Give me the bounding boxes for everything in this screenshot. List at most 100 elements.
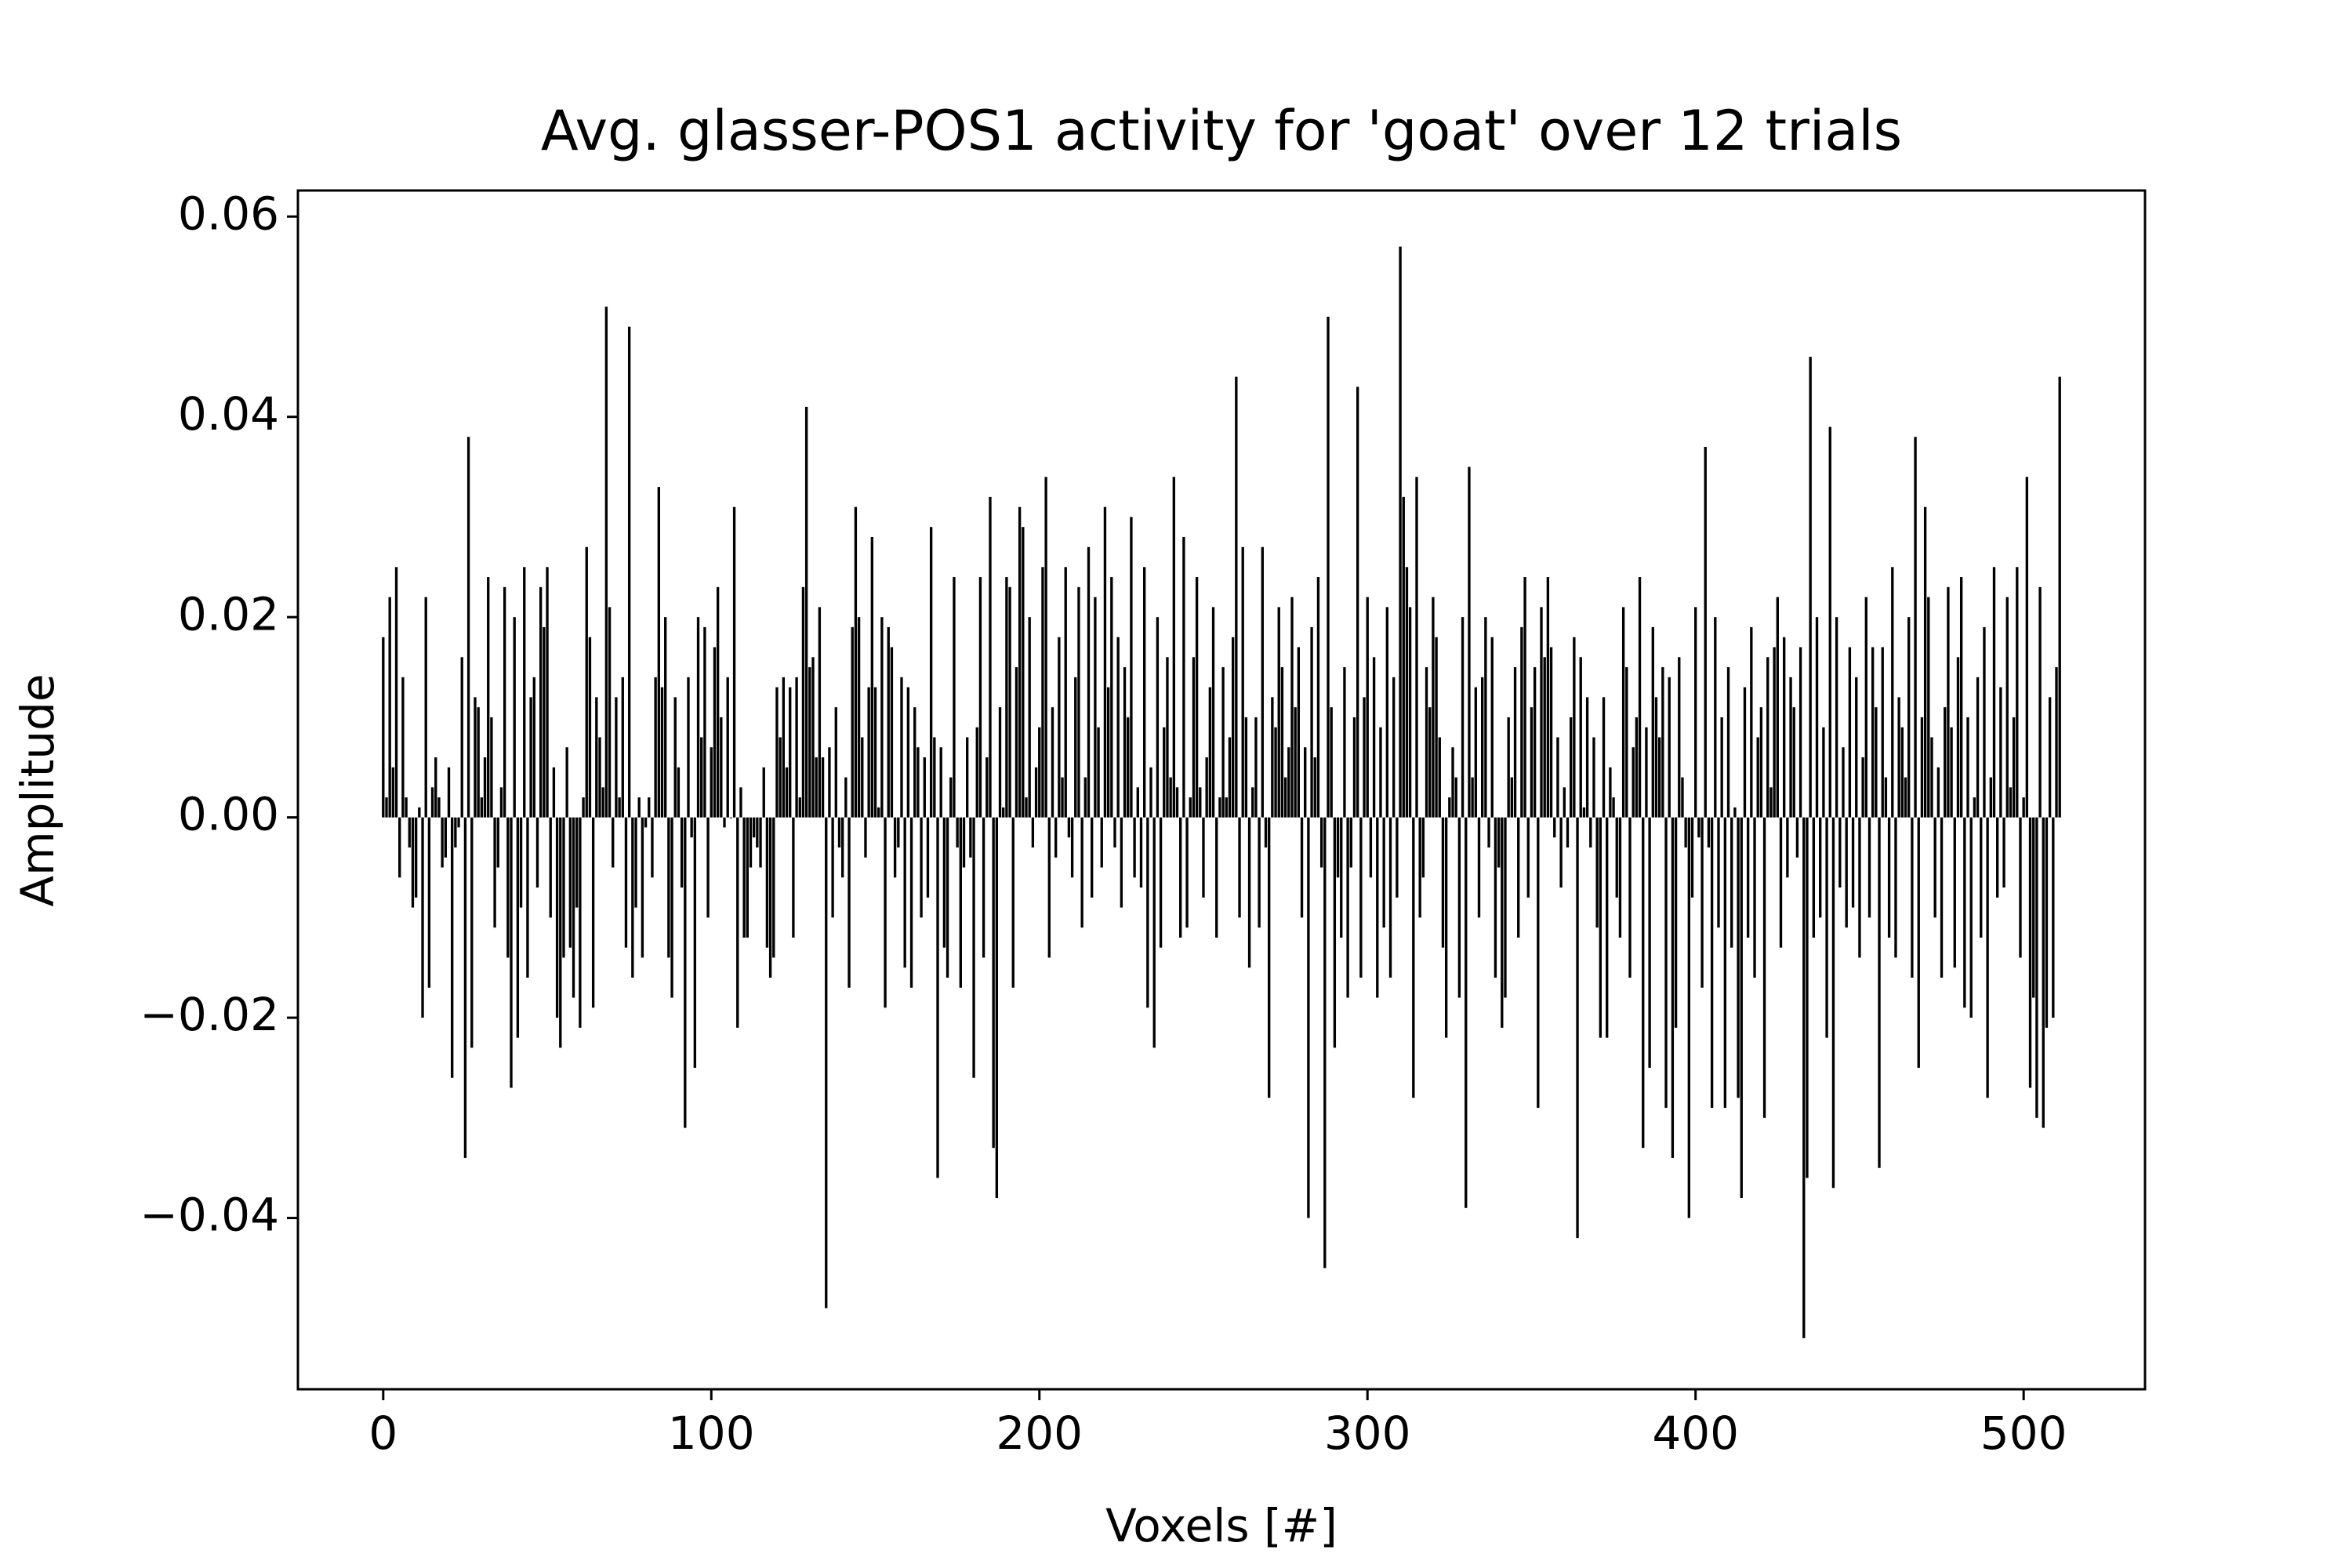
bar <box>1218 797 1221 818</box>
bar <box>1169 777 1172 818</box>
bar <box>1546 577 1550 818</box>
bar <box>811 657 815 818</box>
bar <box>1717 817 1720 928</box>
bar <box>1802 817 1806 1338</box>
bar <box>582 797 585 818</box>
bar <box>1543 657 1546 818</box>
x-axis-label: Voxels [#] <box>1105 1499 1338 1552</box>
bar <box>1123 667 1127 818</box>
bar <box>1858 817 1861 958</box>
bar <box>1730 817 1733 948</box>
bar <box>1798 647 1802 818</box>
bar <box>716 586 720 818</box>
bar <box>1333 817 1337 1048</box>
bar <box>598 737 601 818</box>
bar <box>1776 597 1779 818</box>
bar <box>1563 787 1566 818</box>
x-tick-label: 0 <box>368 1406 397 1460</box>
bar <box>1225 797 1228 818</box>
bar <box>503 586 506 818</box>
bar <box>1825 817 1828 1038</box>
bar <box>454 817 457 848</box>
axes-frame <box>296 189 2147 1391</box>
bar <box>441 817 444 868</box>
bar <box>477 707 480 818</box>
bar <box>1448 797 1451 818</box>
bar <box>1707 817 1711 848</box>
bar <box>1513 667 1517 818</box>
bar <box>2032 817 2035 998</box>
bar <box>1349 817 1352 868</box>
bar <box>844 777 848 818</box>
bar <box>1319 817 1323 868</box>
bar <box>936 817 939 1178</box>
bar <box>1674 817 1678 1028</box>
bar <box>1310 626 1313 818</box>
bar <box>1195 577 1199 818</box>
bar <box>388 597 391 818</box>
bar <box>496 817 499 868</box>
bar <box>470 817 474 1048</box>
bar <box>1211 607 1215 818</box>
bar <box>673 697 677 818</box>
chart-title: Avg. glasser-POS1 activity for 'goat' ov… <box>541 99 1902 163</box>
bar <box>1720 717 1723 818</box>
bar <box>962 817 966 868</box>
bar <box>1241 546 1244 818</box>
y-tick-label: 0.06 <box>178 187 279 240</box>
bar <box>466 437 470 818</box>
bar <box>795 677 798 818</box>
bar <box>2035 817 2038 1118</box>
bar <box>1917 817 1920 1068</box>
bar <box>1372 657 1376 818</box>
bar <box>1274 727 1277 818</box>
bar <box>1064 567 1067 818</box>
bar <box>539 586 543 818</box>
bar <box>1697 817 1700 838</box>
bar <box>1199 787 1202 818</box>
bar <box>1163 727 1166 818</box>
bar <box>535 817 539 888</box>
bar <box>900 677 903 818</box>
bar <box>890 647 894 818</box>
x-tick-label: 300 <box>1324 1406 1411 1460</box>
bar <box>2058 376 2061 818</box>
bar <box>615 697 618 818</box>
bar <box>1136 787 1139 818</box>
bar <box>1887 817 1891 938</box>
bar <box>1648 817 1651 1068</box>
bar <box>1251 787 1254 818</box>
bar <box>1986 817 1989 1098</box>
bar <box>916 747 920 818</box>
bar <box>1930 737 1933 818</box>
bar <box>1996 817 1999 898</box>
bar <box>1835 617 1838 818</box>
bar <box>1740 817 1743 1199</box>
bar <box>1100 817 1103 868</box>
bar <box>926 817 930 898</box>
bar <box>825 817 828 1308</box>
bar <box>1461 617 1465 818</box>
bar <box>510 817 513 1088</box>
bar <box>1671 817 1675 1158</box>
bar <box>595 697 598 818</box>
bar <box>1871 647 1875 818</box>
bar <box>1133 817 1136 878</box>
bar <box>834 707 837 818</box>
bar <box>989 496 992 818</box>
bar <box>382 637 385 818</box>
bar <box>1940 817 1944 978</box>
bar <box>1402 496 1405 818</box>
bar <box>529 697 532 818</box>
bar <box>1244 717 1248 818</box>
bar <box>1363 697 1366 818</box>
bar <box>1087 546 1091 818</box>
bar <box>696 617 700 818</box>
bar <box>1382 817 1385 928</box>
bar <box>1569 717 1573 818</box>
bar <box>575 817 579 908</box>
y-tick-label: −0.02 <box>140 988 279 1041</box>
bar <box>1651 626 1654 818</box>
bar <box>1313 757 1316 818</box>
bar <box>1526 817 1530 898</box>
